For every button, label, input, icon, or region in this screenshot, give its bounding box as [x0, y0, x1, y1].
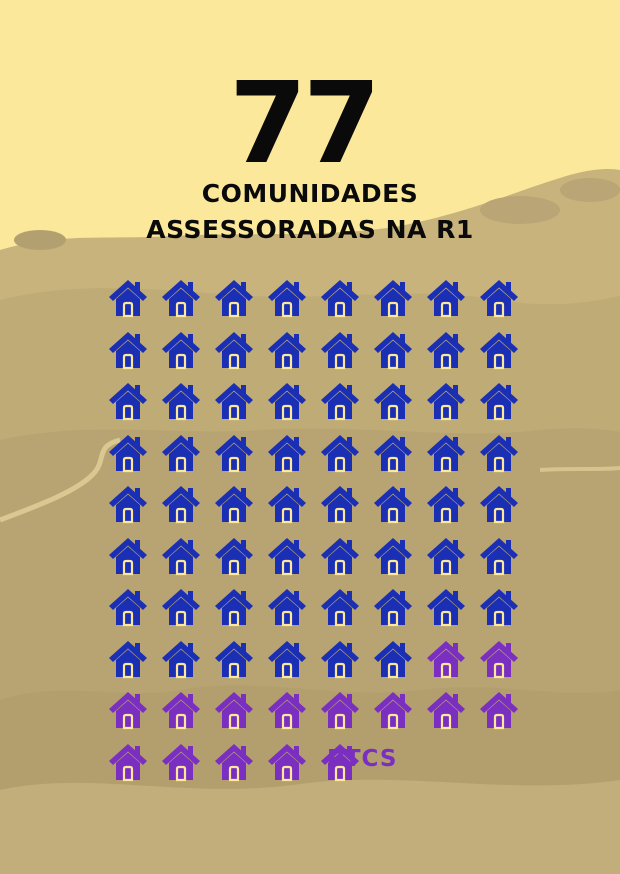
house-icon — [213, 638, 255, 680]
house-icon — [160, 586, 202, 628]
house-icon — [319, 638, 361, 680]
house-icon — [160, 535, 202, 577]
house-icon — [160, 741, 202, 783]
house-icon — [478, 329, 520, 371]
house-icon — [213, 741, 255, 783]
house-icon — [319, 586, 361, 628]
house-icon — [425, 277, 467, 319]
house-icon — [107, 329, 149, 371]
house-icon — [478, 638, 520, 680]
house-icon — [160, 689, 202, 731]
house-icon — [107, 483, 149, 525]
house-icon — [107, 586, 149, 628]
house-icon — [213, 535, 255, 577]
house-icon — [266, 483, 308, 525]
house-icon — [107, 432, 149, 474]
house-icon — [266, 380, 308, 422]
house-icon — [213, 329, 255, 371]
house-icon — [213, 432, 255, 474]
house-icon — [107, 535, 149, 577]
house-icon — [266, 535, 308, 577]
house-icon — [478, 380, 520, 422]
house-icon — [319, 483, 361, 525]
house-icon — [160, 483, 202, 525]
house-icon — [478, 586, 520, 628]
house-icon — [319, 329, 361, 371]
house-icon — [213, 483, 255, 525]
house-icon — [372, 483, 414, 525]
house-icon — [319, 380, 361, 422]
house-icon — [372, 638, 414, 680]
house-icon — [160, 277, 202, 319]
house-icon — [319, 432, 361, 474]
house-icon — [425, 586, 467, 628]
house-icon — [372, 689, 414, 731]
house-icon — [478, 535, 520, 577]
house-icon — [213, 380, 255, 422]
house-icon — [478, 483, 520, 525]
headline-line-2: ASSESSORADAS NA R1 — [146, 215, 474, 244]
house-icon — [266, 586, 308, 628]
house-icon — [107, 638, 149, 680]
house-icon — [425, 638, 467, 680]
house-icon — [266, 741, 308, 783]
house-icon — [319, 741, 361, 783]
house-icon — [372, 586, 414, 628]
house-icon — [266, 689, 308, 731]
house-icon — [107, 689, 149, 731]
house-icon — [372, 535, 414, 577]
house-icon — [266, 329, 308, 371]
house-icon — [266, 638, 308, 680]
house-icon — [372, 277, 414, 319]
house-icon — [478, 432, 520, 474]
house-icon — [425, 689, 467, 731]
ptcs-label: PTCS — [327, 746, 398, 772]
house-icon — [478, 689, 520, 731]
house-icon — [425, 329, 467, 371]
house-icon — [425, 380, 467, 422]
house-icon — [107, 380, 149, 422]
house-icon — [425, 483, 467, 525]
house-icon — [319, 277, 361, 319]
headline: 77 COMUNIDADES ASSESSORADAS NA R1 — [0, 68, 620, 248]
headline-line-1: COMUNIDADES — [201, 179, 419, 208]
house-icon — [266, 277, 308, 319]
house-icon — [372, 432, 414, 474]
house-icon — [107, 741, 149, 783]
house-icon — [213, 689, 255, 731]
house-icon — [372, 329, 414, 371]
house-icon — [372, 380, 414, 422]
house-icon — [160, 638, 202, 680]
community-count: 77 — [229, 59, 381, 189]
house-icon — [425, 535, 467, 577]
house-icon — [160, 432, 202, 474]
house-icon — [160, 329, 202, 371]
house-icon — [478, 277, 520, 319]
house-icon — [213, 277, 255, 319]
house-icon — [425, 432, 467, 474]
house-icon — [160, 380, 202, 422]
house-icon — [107, 277, 149, 319]
house-icon — [319, 689, 361, 731]
house-icon — [266, 432, 308, 474]
house-icon — [213, 586, 255, 628]
house-icon — [319, 535, 361, 577]
